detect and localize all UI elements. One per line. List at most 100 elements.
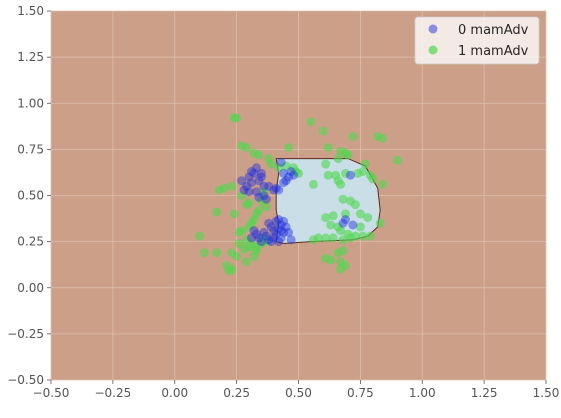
point-class-0 [284, 227, 294, 237]
point-class-0 [251, 163, 261, 173]
point-class-1 [284, 143, 294, 152]
point-class-0 [239, 185, 249, 195]
point-class-1 [323, 170, 333, 180]
point-class-0 [281, 222, 291, 232]
point-class-1 [341, 168, 350, 178]
point-class-1 [259, 187, 269, 197]
point-class-0 [256, 168, 266, 178]
x-tick-label: 0.75 [347, 386, 374, 400]
point-class-1 [242, 257, 251, 267]
point-class-0 [249, 226, 259, 236]
point-class-1 [232, 113, 242, 123]
point-class-1 [350, 200, 360, 210]
y-tick-label: 1.50 [17, 4, 44, 18]
point-class-0 [276, 157, 286, 167]
point-class-1 [261, 202, 271, 212]
point-class-1 [348, 132, 358, 141]
x-tick-label: 1.50 [533, 386, 560, 400]
point-class-0 [269, 233, 279, 243]
x-tick-label: 1.25 [471, 386, 498, 400]
point-class-1 [254, 150, 264, 160]
point-class-0 [244, 187, 254, 197]
point-class-1 [355, 222, 365, 232]
point-class-0 [281, 176, 291, 186]
point-class-0 [269, 226, 279, 236]
x-tick-label: 0.00 [161, 386, 188, 400]
point-class-0 [271, 183, 281, 193]
point-class-1 [214, 185, 224, 195]
point-class-0 [271, 216, 281, 226]
y-tick-label: 0.50 [17, 189, 44, 203]
y-tick-label: 0.00 [17, 281, 44, 295]
point-class-1 [195, 231, 204, 241]
point-class-1 [237, 226, 247, 236]
x-tick-label: −0.25 [94, 386, 131, 400]
point-class-1 [229, 209, 239, 219]
point-class-0 [264, 235, 274, 245]
y-tick-label: −0.25 [7, 327, 44, 341]
point-class-0 [247, 233, 256, 243]
point-class-1 [199, 248, 209, 258]
point-class-0 [251, 187, 261, 197]
point-class-0 [249, 168, 259, 178]
point-class-0 [269, 185, 279, 195]
point-class-1 [338, 246, 348, 256]
point-class-0 [259, 227, 269, 237]
legend-label-class-0: 0 mamAdv [458, 23, 529, 38]
point-class-0 [266, 222, 276, 232]
point-class-1 [244, 222, 254, 232]
point-class-0 [237, 176, 247, 186]
point-class-1 [212, 248, 222, 258]
point-class-1 [363, 213, 373, 223]
data-points [195, 113, 402, 276]
legend-marker-class-1 [428, 45, 438, 55]
point-class-0 [284, 172, 294, 182]
point-class-0 [276, 226, 286, 236]
point-class-0 [341, 215, 350, 224]
point-class-0 [289, 170, 298, 180]
point-class-0 [261, 231, 271, 241]
axes: −0.50 −0.25 0.00 0.25 0.50 0.75 1.00 1.25 1.50 −0… [7, 4, 559, 400]
point-class-1 [249, 251, 259, 261]
point-class-0 [279, 227, 289, 237]
point-class-0 [256, 237, 266, 247]
point-class-0 [276, 233, 286, 243]
point-class-1 [323, 143, 333, 152]
point-class-1 [313, 233, 323, 243]
point-class-0 [259, 181, 269, 191]
point-class-0 [274, 185, 284, 195]
point-class-1 [237, 191, 247, 200]
point-class-0 [279, 216, 289, 226]
point-class-0 [276, 220, 286, 230]
legend-box [414, 16, 540, 65]
point-class-0 [279, 178, 289, 188]
point-class-1 [343, 150, 353, 160]
point-class-1 [333, 176, 343, 186]
point-class-0 [274, 237, 284, 247]
point-class-0 [266, 237, 276, 247]
point-class-1 [393, 155, 402, 165]
point-class-1 [242, 143, 251, 152]
point-class-0 [251, 229, 261, 239]
point-class-1 [333, 154, 343, 164]
legend-marker-class-0 [428, 24, 438, 34]
point-class-1 [378, 133, 388, 143]
y-tick-label: 1.25 [17, 50, 44, 64]
point-class-0 [286, 235, 296, 245]
point-class-1 [212, 207, 222, 217]
point-class-1 [254, 205, 264, 215]
point-class-1 [281, 161, 291, 171]
point-class-1 [321, 159, 331, 169]
x-tick-label: 1.00 [409, 386, 436, 400]
point-class-0 [346, 170, 355, 180]
point-class-1 [375, 218, 385, 228]
point-class-0 [264, 181, 274, 191]
point-class-1 [266, 159, 276, 169]
point-class-1 [336, 226, 346, 236]
point-class-0 [254, 176, 264, 186]
point-class-1 [244, 242, 254, 252]
point-class-1 [358, 231, 368, 241]
point-class-1 [274, 163, 284, 173]
point-class-1 [294, 168, 303, 178]
point-class-1 [244, 198, 254, 208]
